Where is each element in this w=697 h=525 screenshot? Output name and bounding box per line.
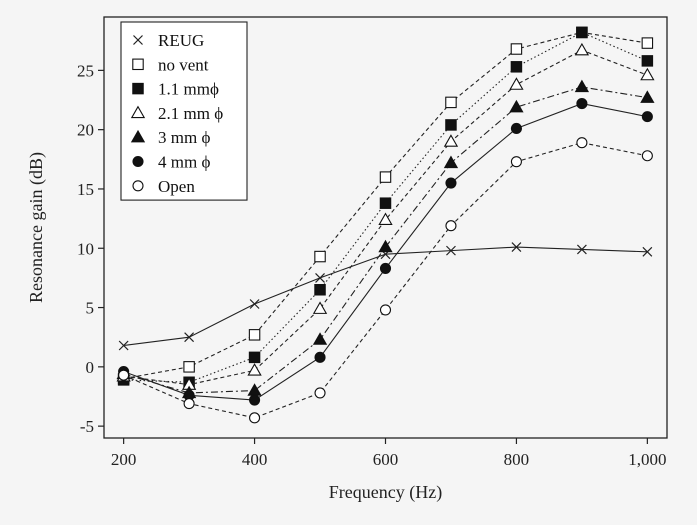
data-point [183,361,195,373]
legend-entry: no vent [132,55,209,74]
data-point [510,122,522,135]
legend-entry: 2.1 mm ϕ [130,104,223,123]
data-point [248,351,261,364]
y-tick-label: 0 [86,358,95,377]
data-point [509,99,524,113]
x-tick-label: 200 [111,450,137,469]
x-tick-label: 600 [373,450,399,469]
series-line [123,142,648,419]
legend-label: no vent [158,55,209,74]
data-point [641,150,653,162]
legend-label: 1.1 mmϕ [158,80,219,99]
data-point [576,26,588,39]
data-point [118,340,129,351]
series-6 [118,137,653,424]
legend-box [120,21,248,201]
data-point [574,79,590,93]
y-axis-title: Resonance gain (dB) [26,152,47,303]
data-point [247,383,262,396]
data-point [249,299,260,309]
data-point [576,137,588,149]
data-point [247,363,262,376]
data-point [314,387,326,399]
data-point [314,250,326,263]
legend-label: Open [158,177,195,196]
data-point [640,90,655,103]
legend-marker [132,58,144,71]
series-line [123,31,648,383]
data-point [511,242,522,252]
data-point [576,244,587,255]
y-tick-label: 25 [77,61,94,80]
data-point [379,262,392,274]
axes: 200 400 600 800 1,000 -5 0 5 10 15 20 25 [77,16,668,469]
legend-marker [130,129,146,143]
legend-marker [132,180,144,192]
data-point [249,412,261,424]
legend-label: REUG [158,31,204,50]
legend-marker [133,35,143,45]
data-point [315,272,325,283]
data-point [510,61,523,73]
data-point [509,77,524,90]
data-point [249,394,261,406]
legend-entry: 1.1 mmϕ [132,80,219,99]
x-axis-title: Frequency (Hz) [329,482,442,503]
data-point [118,369,130,381]
legend-label: 2.1 mm ϕ [158,104,223,123]
data-point [510,156,522,168]
data-point [446,245,456,256]
legend-label: 3 mm ϕ [158,128,210,147]
data-point [443,155,459,169]
data-point [379,171,392,183]
data-point [314,284,326,296]
data-point [248,329,261,341]
data-point [445,220,457,232]
data-point [379,197,392,209]
legend-entry: 4 mm ϕ [132,153,210,172]
legend-marker [130,105,146,119]
data-point [445,119,457,131]
data-point [640,67,655,81]
y-tick-label: -5 [80,417,94,436]
x-tick-label: 400 [242,450,268,469]
data-point [445,96,457,109]
legend-marker [132,82,144,95]
data-point [379,304,392,316]
data-point [314,351,326,363]
y-tick-label: 5 [86,299,95,318]
legend-label: 4 mm ϕ [158,153,210,172]
legend-entry: REUG [133,31,204,50]
data-point [445,177,457,189]
data-point [574,42,590,56]
data-point [641,111,653,123]
x-tick-label: 1,000 [628,450,666,469]
data-point [443,134,459,147]
series-2 [117,26,654,389]
data-point [312,301,328,314]
y-tick-label: 15 [77,180,94,199]
series-0 [118,242,653,351]
legend-entry: 3 mm ϕ [130,128,210,147]
y-tick-label: 10 [77,239,94,258]
series-line [123,246,648,347]
series-layer [116,26,655,424]
legend-entry: Open [132,177,195,196]
data-point [378,212,393,225]
data-point [642,246,653,257]
data-point [183,398,195,410]
x-tick-label: 800 [504,450,530,469]
data-point [184,332,195,343]
y-tick-label: 20 [77,121,94,140]
data-point [510,43,523,55]
legend: REUG no vent 1.1 mmϕ 2.1 mm ϕ 3 mm ϕ 4 mm ϕ Op… [120,21,248,201]
data-point [641,55,654,67]
data-point [576,98,588,110]
data-point [641,37,654,49]
legend-marker [132,155,144,168]
data-point [312,332,328,345]
data-point [378,239,393,253]
